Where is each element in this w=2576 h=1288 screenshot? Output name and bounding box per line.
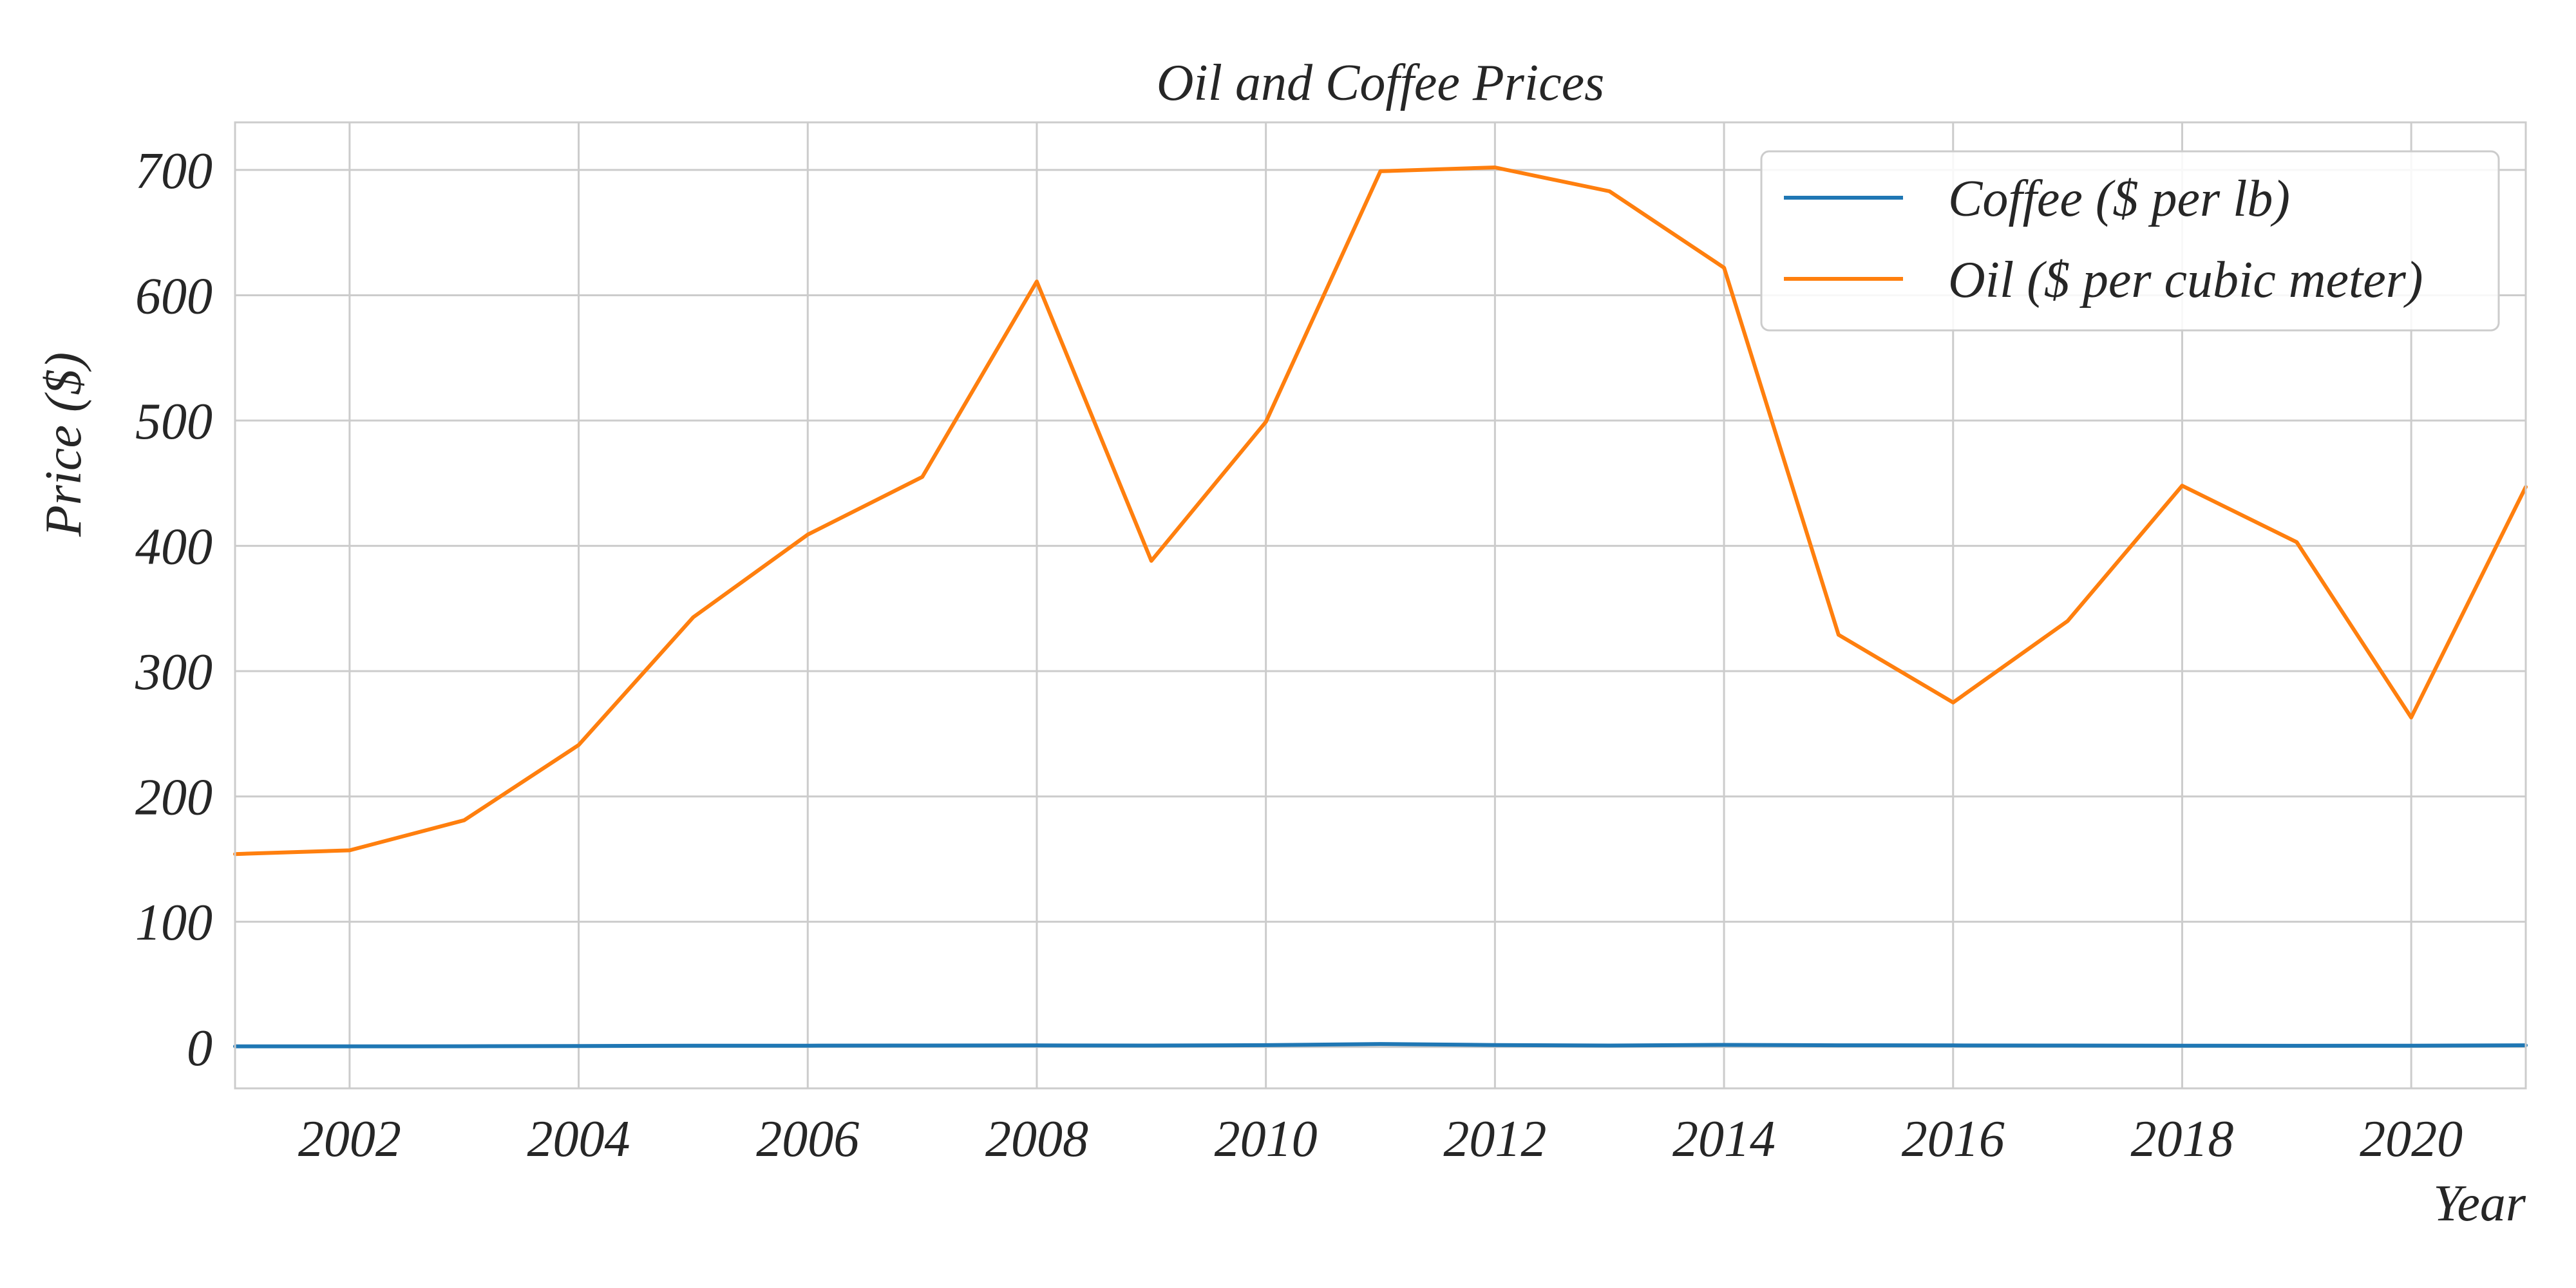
x-tick-label: 2018 — [2130, 1111, 2233, 1168]
series-line-1 — [233, 166, 2528, 857]
x-tick-label: 2002 — [298, 1111, 401, 1168]
x-tick-labels: 2002 2004 2006 2008 2010 2012 2014 2016 2018 2020 — [298, 1111, 2463, 1168]
x-tick-label: 2016 — [1902, 1111, 2005, 1168]
y-tick-label: 600 — [135, 268, 213, 325]
x-tick-label: 2006 — [756, 1111, 859, 1168]
series-line-0 — [233, 1042, 2528, 1048]
x-tick-label: 2012 — [1443, 1111, 1546, 1168]
x-tick-label: 2020 — [2360, 1111, 2463, 1168]
y-tick-label: 100 — [135, 895, 213, 951]
x-axis-label: Year — [2433, 1175, 2526, 1232]
y-tick-labels: 0 100 200 300 400 500 600 700 — [135, 143, 213, 1077]
y-tick-label: 0 — [187, 1020, 213, 1077]
x-tick-label: 2008 — [985, 1111, 1088, 1168]
series-lines — [233, 166, 2528, 1048]
x-tick-label: 2010 — [1215, 1111, 1318, 1168]
y-axis-label: Price ($) — [35, 352, 92, 538]
y-tick-label: 500 — [135, 393, 213, 450]
legend-box — [1760, 150, 2500, 332]
x-tick-label: 2004 — [527, 1111, 630, 1168]
legend-label-coffee: Coffee ($ per lb) — [1948, 171, 2290, 227]
plot-frame — [234, 121, 2527, 1090]
x-tick-label: 2014 — [1672, 1111, 1776, 1168]
y-tick-label: 400 — [135, 519, 213, 576]
y-tick-label: 300 — [135, 644, 213, 701]
legend-label-oil: Oil ($ per cubic meter) — [1948, 252, 2423, 308]
y-tick-label: 200 — [135, 770, 213, 826]
chart-title: Oil and Coffee Prices — [1157, 55, 1604, 111]
legend: Coffee ($ per lb) Oil ($ per cubic meter… — [1760, 150, 2500, 332]
y-tick-label: 700 — [135, 143, 213, 200]
